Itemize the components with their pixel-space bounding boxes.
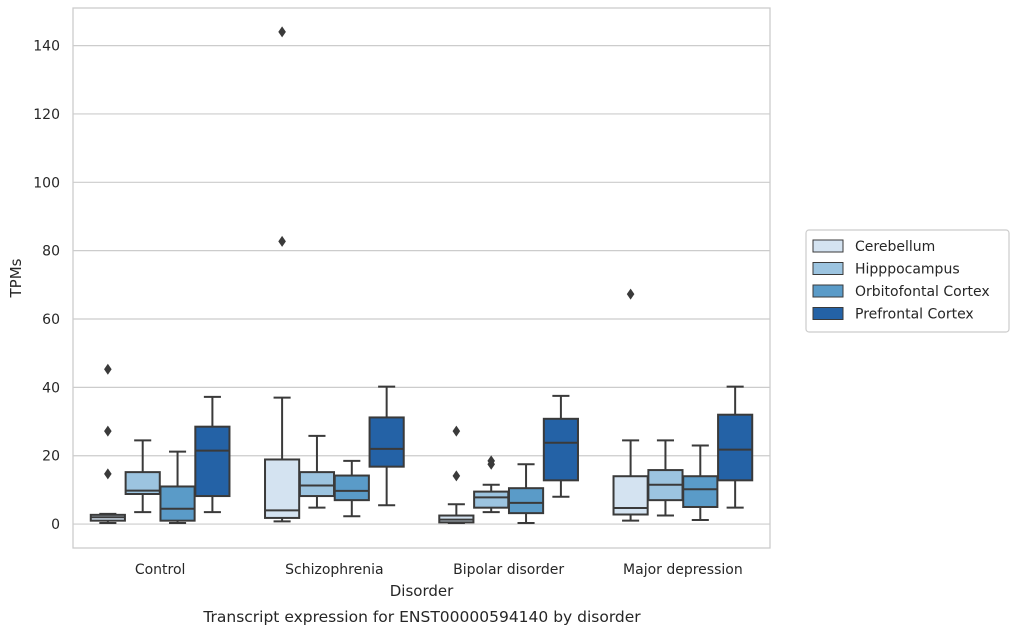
box [438, 425, 475, 525]
box-body [159, 485, 196, 522]
legend-item: Prefrontal Cortex [812, 307, 974, 323]
box [298, 434, 336, 509]
legend-swatch [812, 262, 844, 275]
x-tick-label: Schizophrenia [285, 562, 383, 578]
outlier-point [626, 288, 635, 300]
box [473, 455, 510, 514]
x-axis-ticks: Control Schizophrenia Bipolar disorder Majo… [135, 562, 743, 578]
legend-label: Hipppocampus [855, 262, 960, 278]
box-body [717, 413, 754, 482]
y-tick-label: 100 [33, 175, 60, 191]
legend: Cerebellum Hipppocampus Orbitofontal Corte… [805, 229, 1010, 333]
legend-item: Orbitofontal Cortex [812, 284, 990, 300]
outlier-point [452, 470, 461, 482]
legend-frame [805, 229, 1010, 333]
legend-swatch [812, 307, 844, 320]
outlier-point [104, 363, 112, 375]
box [682, 444, 719, 521]
box-body [298, 471, 336, 498]
y-axis-ticks: 0 20 40 60 80 100 120 140 [33, 39, 60, 533]
outlier-point [278, 26, 286, 38]
outlier-point [278, 235, 286, 247]
category-group [89, 363, 231, 525]
box-body [333, 474, 370, 502]
y-tick-label: 80 [42, 244, 60, 260]
box [368, 385, 405, 507]
legend-swatch [812, 239, 844, 253]
y-tick-label: 20 [42, 449, 60, 465]
x-tick-label: Bipolar disorder [453, 562, 564, 578]
category-group [612, 288, 754, 522]
box-body [124, 471, 161, 496]
legend-label: Prefrontal Cortex [855, 307, 974, 323]
category-group [438, 394, 579, 525]
box [717, 385, 754, 509]
box-body [682, 475, 719, 508]
x-tick-label: Control [135, 562, 186, 578]
box-body [194, 425, 231, 498]
box [647, 439, 684, 517]
box [542, 394, 579, 498]
box [89, 363, 126, 525]
legend-item: Cerebellum [812, 239, 935, 255]
box [612, 288, 649, 522]
box-body [368, 416, 405, 468]
y-axis-label: TPMs [7, 258, 25, 298]
y-tick-label: 40 [42, 380, 60, 396]
legend-swatch [812, 284, 844, 298]
chart-caption: Transcript expression for ENST0000059414… [202, 608, 641, 626]
category-group [264, 26, 405, 523]
box [194, 395, 231, 514]
box [124, 439, 161, 514]
box-body [264, 458, 301, 519]
legend-item: Hipppocampus [812, 262, 960, 278]
box-body [473, 490, 510, 509]
box [264, 26, 301, 523]
box [333, 459, 370, 518]
box-body [507, 487, 545, 515]
plot-frame [72, 7, 771, 549]
legend-label: Orbitofontal Cortex [855, 284, 990, 300]
legend-label: Cerebellum [855, 239, 935, 255]
grid-lines [73, 44, 770, 525]
y-tick-label: 0 [51, 517, 60, 533]
box-body [542, 417, 579, 482]
y-tick-label: 140 [33, 39, 60, 55]
outlier-point [487, 455, 495, 467]
x-tick-label: Major depression [623, 562, 743, 578]
outlier-point [104, 425, 112, 437]
outlier-point [104, 468, 112, 480]
y-tick-label: 120 [33, 107, 60, 123]
box [159, 450, 196, 525]
box [507, 463, 545, 525]
x-axis-label: Disorder [390, 582, 454, 600]
box-groups [89, 26, 754, 525]
outlier-point [452, 425, 461, 437]
y-tick-label: 60 [42, 312, 60, 328]
